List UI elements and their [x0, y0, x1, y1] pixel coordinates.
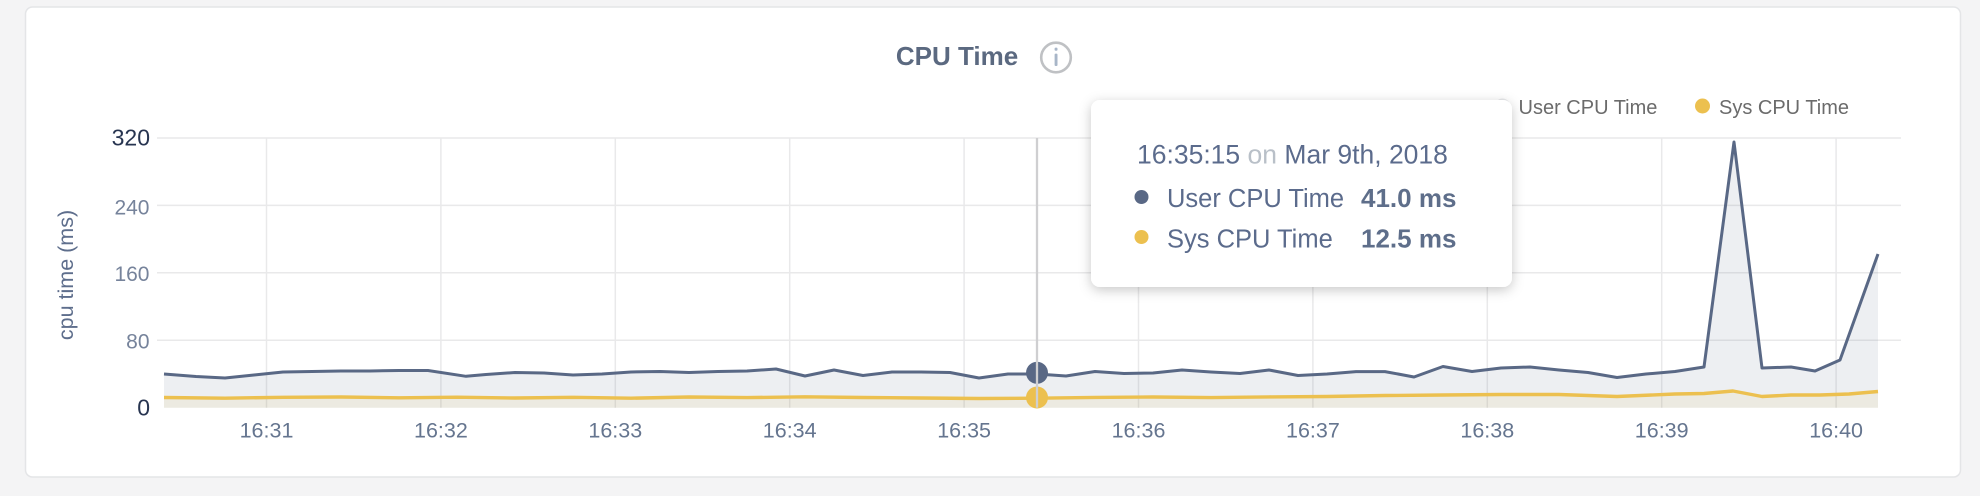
svg-text:16:39: 16:39 [1635, 419, 1689, 443]
svg-text:240: 240 [114, 197, 149, 220]
svg-text:16:34: 16:34 [763, 419, 817, 443]
svg-text:16:37: 16:37 [1286, 419, 1340, 443]
svg-text:12.5 ms: 12.5 ms [1361, 224, 1456, 254]
svg-text:User CPU Time: User CPU Time [1167, 185, 1344, 213]
svg-text:Sys CPU Time: Sys CPU Time [1167, 226, 1333, 254]
svg-text:16:36: 16:36 [1112, 419, 1166, 443]
svg-text:41.0 ms: 41.0 ms [1361, 183, 1456, 213]
svg-text:0: 0 [137, 395, 150, 421]
svg-text:User CPU Time: User CPU Time [1519, 97, 1658, 119]
svg-text:16:32: 16:32 [414, 419, 468, 443]
svg-text:80: 80 [126, 331, 149, 354]
svg-text:Sys CPU Time: Sys CPU Time [1719, 97, 1849, 119]
svg-text:16:40: 16:40 [1809, 419, 1863, 443]
svg-text:320: 320 [112, 125, 150, 151]
svg-text:16:38: 16:38 [1460, 419, 1514, 443]
svg-text:160: 160 [114, 263, 149, 286]
svg-text:16:33: 16:33 [588, 419, 642, 443]
svg-text:CPU Time: CPU Time [896, 41, 1018, 71]
svg-text:cpu time (ms): cpu time (ms) [54, 210, 78, 340]
svg-text:16:31: 16:31 [240, 419, 294, 443]
svg-text:16:35: 16:35 [937, 419, 991, 443]
svg-text:16:35:15 on Mar 9th, 2018: 16:35:15 on Mar 9th, 2018 [1137, 140, 1448, 170]
